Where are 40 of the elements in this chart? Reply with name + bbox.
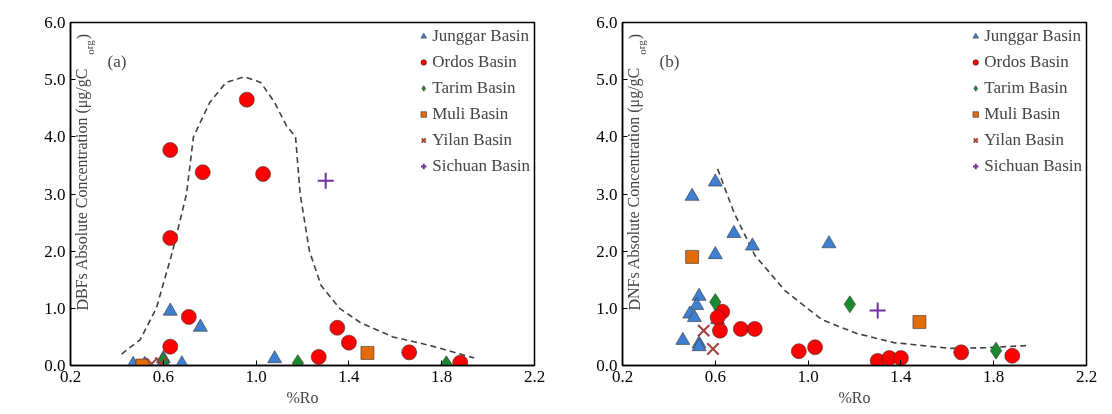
legend-label: Yilan Basin [984,130,1065,150]
y-tick-label: 3.0 [596,184,618,204]
legend-label: Junggar Basin [984,26,1082,46]
x-tick-label: 1.4 [890,366,913,386]
legend-label: Muli Basin [432,104,509,124]
annotation: (b) [659,51,680,71]
y-tick-label: 4.0 [596,127,618,147]
y-tick-label: 1.0 [596,298,618,318]
y-tick-label: 6.0 [44,13,66,32]
legend-label: Junggar Basin [432,26,530,46]
x-axis-title: %Ro [286,388,319,406]
legend-label: Ordos Basin [432,52,517,72]
y-tick-label: 3.0 [44,184,66,204]
legend-label: Sichuan Basin [432,156,530,176]
y-tick-label: 6.0 [596,13,618,32]
x-axis-title: %Ro [838,388,871,406]
y-tick-label: 5.0 [596,70,618,90]
legend-label: Muli Basin [984,104,1061,124]
x-tick-label: 0.6 [152,366,174,386]
y-tick-label: 1.0 [44,298,66,318]
annotation: (a) [107,51,127,71]
legend-label: Tarim Basin [984,78,1068,98]
y-tick-label: 2.0 [596,241,618,261]
x-tick-label: 1.8 [431,366,453,386]
x-tick-label: 1.0 [245,366,267,386]
y-tick-label: 2.0 [44,241,66,261]
x-tick-label: 2.2 [523,366,546,386]
x-tick-label: 1.8 [983,366,1005,386]
x-tick-label: 1.4 [338,366,361,386]
y-axis-title: DBFs Absolute Concentration (μg/gCorg) [73,33,96,311]
y-tick-label: 5.0 [44,70,66,90]
x-tick-label: 0.6 [704,366,726,386]
y-axis-title: DNFs Absolute Concentration (μg/gCorg) [625,33,648,311]
x-tick-label: 1.0 [797,366,819,386]
legend-label: Yilan Basin [432,130,513,150]
x-tick-label: 2.2 [1075,366,1098,386]
legend-label: Sichuan Basin [984,156,1082,176]
y-tick-label: 4.0 [44,127,66,147]
legend-label: Tarim Basin [432,78,516,98]
legend-label: Ordos Basin [984,52,1069,72]
